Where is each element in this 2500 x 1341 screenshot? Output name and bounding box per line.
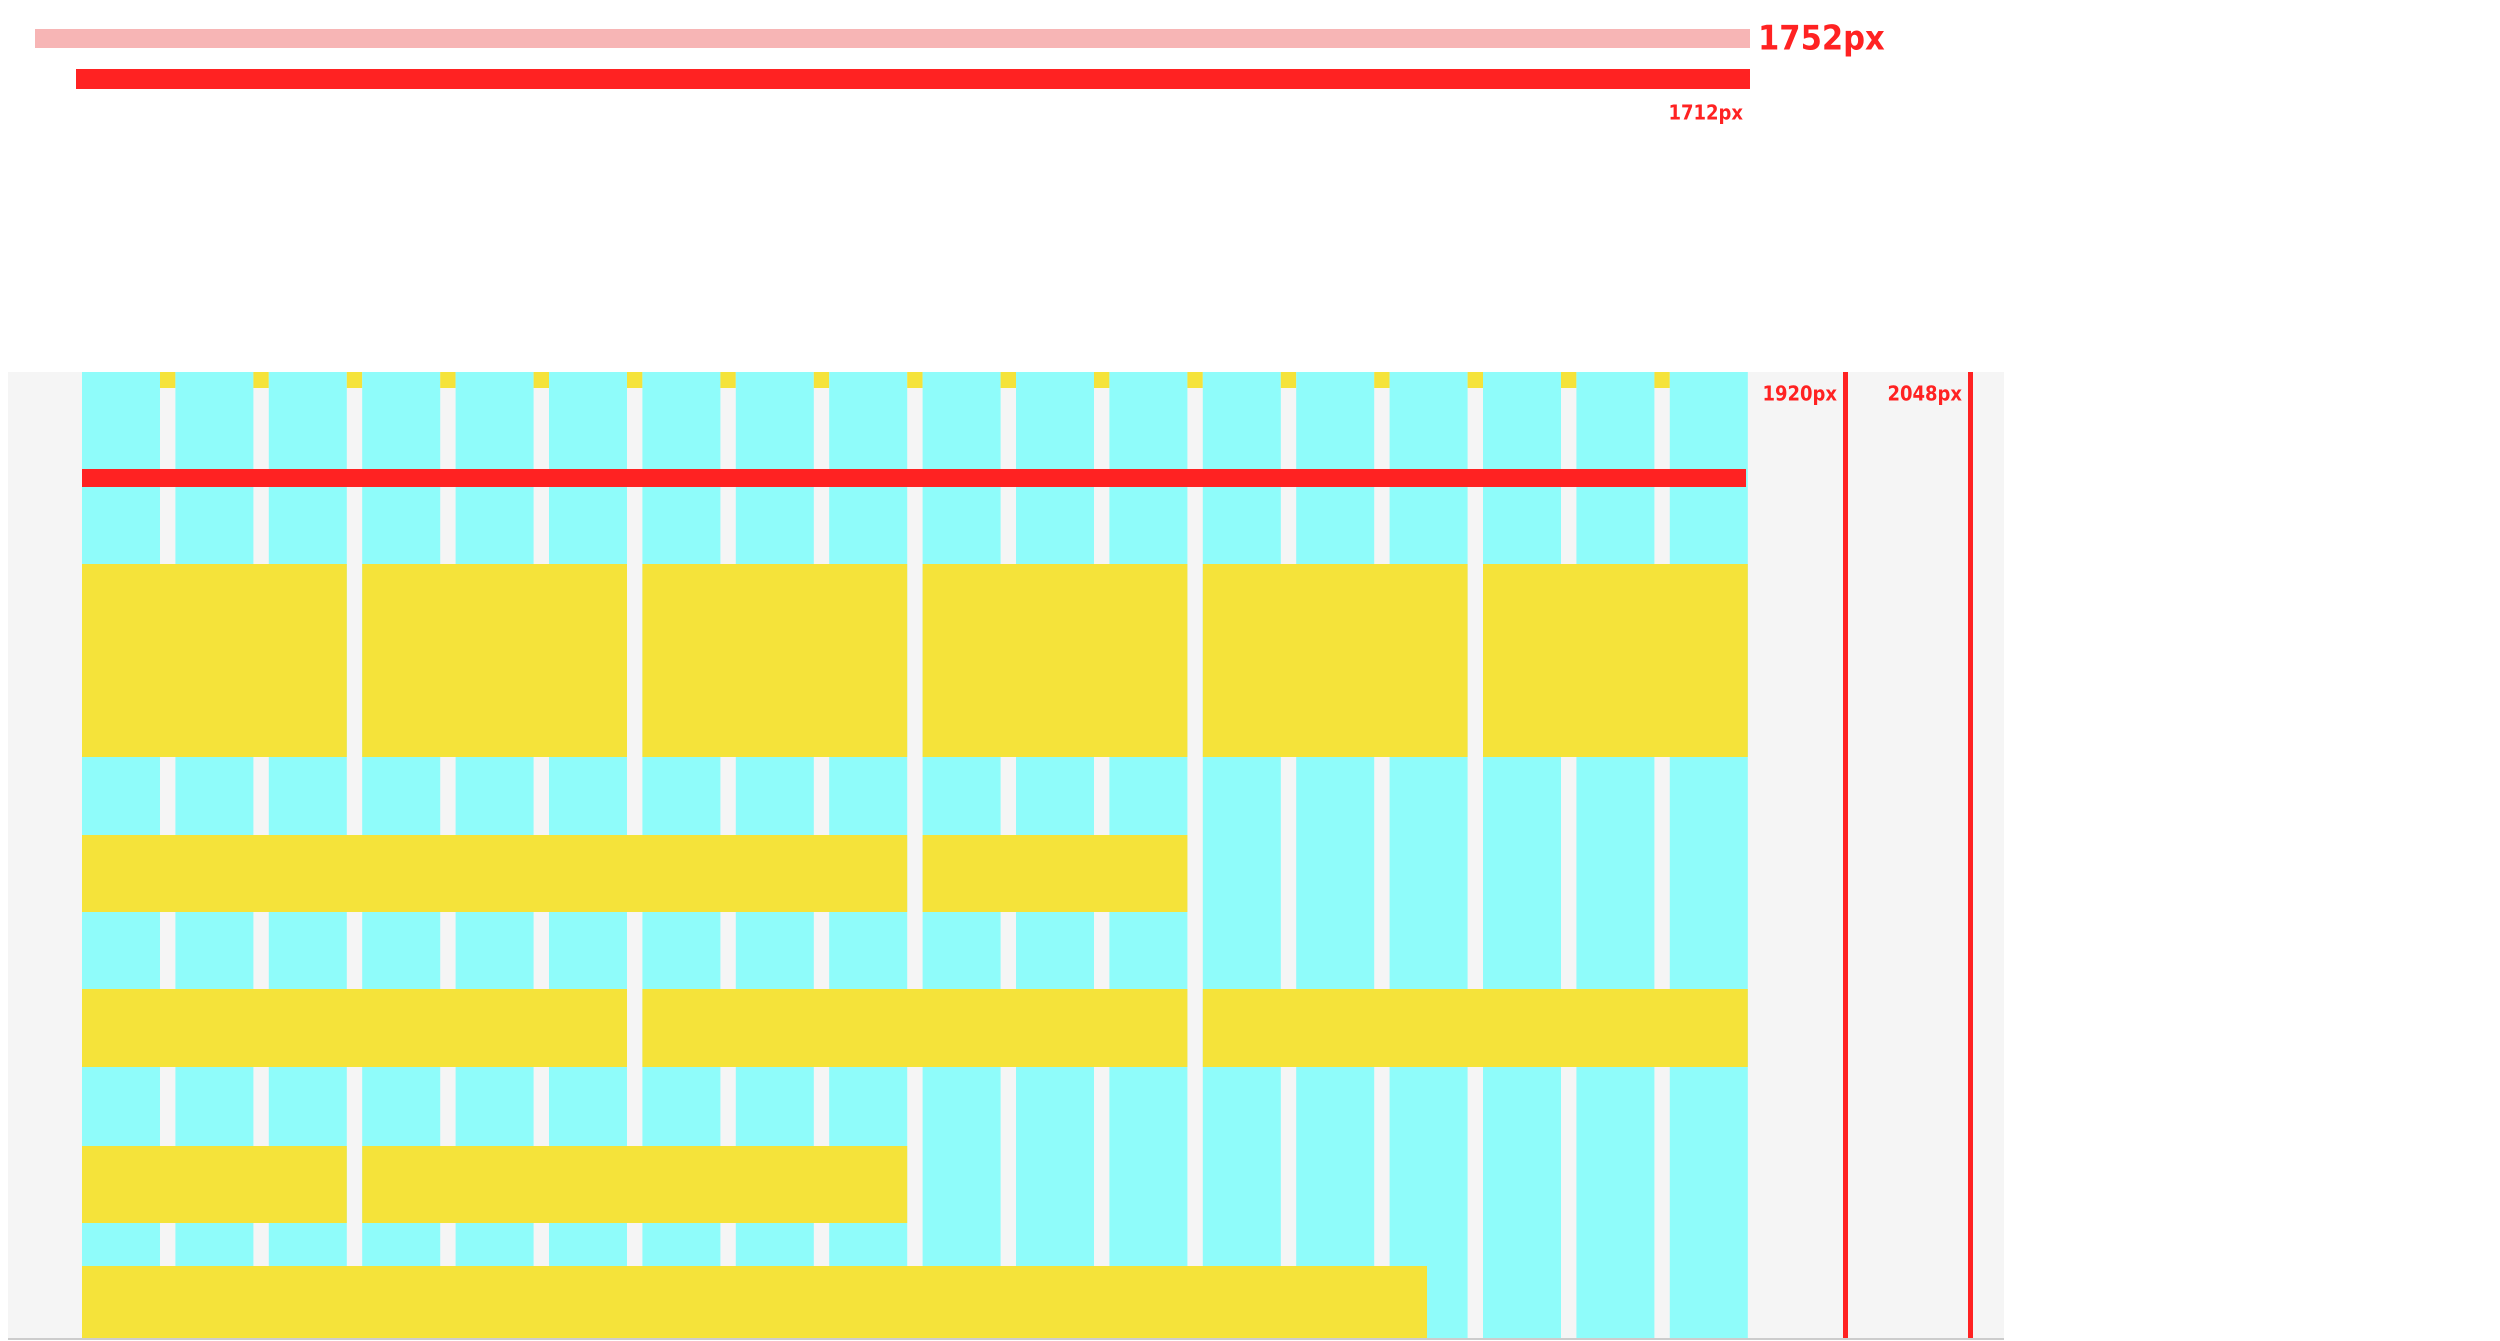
gutter-tab: [720, 372, 736, 388]
content-block: [362, 564, 627, 757]
gutter-tab: [1561, 372, 1577, 388]
content-block: [1202, 989, 1748, 1067]
inner-width-label: 1712px: [1668, 101, 1743, 125]
gutter-tab: [1000, 372, 1016, 388]
content-block: [922, 835, 1188, 912]
gutter-tab: [533, 372, 549, 388]
inner-width-bar: [76, 69, 1750, 89]
grid-column: [1669, 372, 1748, 1339]
content-block: [82, 1266, 1427, 1339]
gutter-tab: [907, 372, 923, 388]
content-blocks: [82, 564, 1748, 1339]
content-block: [1202, 564, 1468, 757]
grid-column: [1483, 372, 1561, 1339]
content-block: [1483, 564, 1748, 757]
gutter-tab: [813, 372, 830, 388]
gutter-tab: [346, 372, 363, 388]
gutter-tab: [1467, 372, 1483, 388]
grid-column: [1389, 372, 1468, 1339]
breakpoint-line: [1968, 372, 1973, 1339]
content-block: [922, 564, 1188, 757]
gutter-tab: [253, 372, 269, 388]
gutter-tab: [1280, 372, 1297, 388]
breakpoint-line: [1843, 372, 1848, 1339]
content-block: [82, 989, 627, 1067]
gutter-tab: [627, 372, 643, 388]
gutter-tab: [1374, 372, 1390, 388]
gutter-tab: [1187, 372, 1203, 388]
breakpoint-label: 1920px: [1762, 382, 1837, 406]
breakpoint-label: 2048px: [1887, 382, 1962, 406]
container-bar: [82, 469, 1746, 487]
outer-width-bar: [35, 29, 1750, 48]
grid-column: [1576, 372, 1655, 1339]
gutter-tab: [160, 372, 176, 388]
content-block: [362, 1146, 908, 1223]
outer-width-label: 1752px: [1758, 19, 1885, 59]
gutter-tab: [440, 372, 456, 388]
gutter-tab: [1094, 372, 1110, 388]
content-block: [642, 564, 908, 757]
content-block: [82, 835, 908, 912]
content-block: [82, 1146, 347, 1223]
grid-column: [1296, 372, 1375, 1339]
content-block: [82, 564, 347, 757]
grid-column: [1202, 372, 1281, 1339]
gutter-tab: [1654, 372, 1670, 388]
content-block: [642, 989, 1188, 1067]
